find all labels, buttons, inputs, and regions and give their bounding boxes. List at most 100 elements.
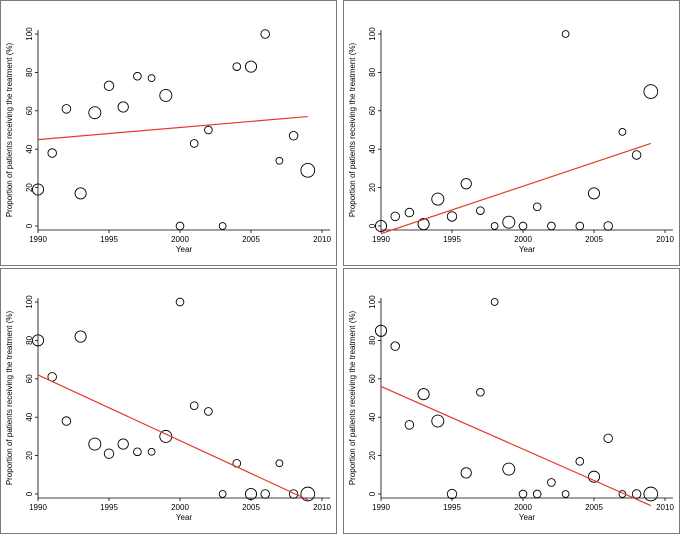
data-point — [390, 341, 400, 351]
y-tick-label: 80 — [25, 335, 34, 344]
data-point — [603, 221, 613, 231]
data-point — [502, 462, 516, 476]
panel-frame — [0, 268, 337, 534]
y-tick-label: 20 — [25, 183, 34, 192]
data-point — [404, 207, 415, 218]
data-point — [147, 447, 156, 456]
y-tick-label: 20 — [25, 451, 34, 460]
data-point — [561, 30, 570, 38]
x-tick-label: 2000 — [171, 235, 189, 244]
data-point — [300, 486, 316, 502]
data-point — [244, 60, 258, 73]
data-point — [587, 187, 601, 200]
data-point — [47, 148, 57, 158]
data-point — [490, 222, 499, 230]
data-point — [431, 192, 445, 206]
data-point — [133, 71, 142, 81]
y-tick-label: 100 — [368, 27, 377, 41]
y-axis-title: Proportion of patients receiving the tre… — [5, 311, 14, 486]
data-point — [61, 416, 72, 426]
data-point — [631, 150, 642, 160]
y-tick-label: 80 — [368, 335, 377, 344]
panel-d: D. 02040608010019901995200020052010YearP… — [343, 268, 680, 534]
data-point — [390, 211, 400, 222]
regression-line — [37, 115, 308, 141]
data-point — [575, 221, 585, 231]
data-point — [133, 447, 142, 457]
x-tick-label: 1995 — [100, 235, 118, 244]
y-tick-label: 80 — [368, 67, 377, 76]
x-tick-label: 2005 — [242, 503, 260, 512]
data-point — [117, 438, 129, 450]
x-axis-title: Year — [176, 245, 193, 254]
data-point — [575, 457, 585, 466]
scatter-plot-b: 0 20 40 60 80 100 1990 1995 2000 2005 2010 Year Prop… — [343, 0, 680, 266]
panel-frame — [343, 268, 680, 534]
panel-frame — [0, 0, 337, 266]
data-point — [587, 470, 601, 483]
data-point — [88, 106, 102, 120]
data-point — [275, 156, 284, 165]
y-tick-label: 60 — [368, 106, 377, 115]
regression-line — [380, 385, 652, 507]
data-point — [204, 407, 213, 416]
y-tick-label: 60 — [25, 106, 34, 115]
data-point — [300, 162, 316, 178]
panel-b: B. 02040608010019901995200020052010YearP… — [343, 0, 680, 266]
y-tick-label: 0 — [368, 223, 377, 228]
data-point — [374, 324, 388, 337]
panel-c: C. 02040608010019901995200020052010YearP… — [0, 268, 337, 534]
data-point — [446, 488, 458, 500]
y-tick-label: 40 — [25, 144, 34, 153]
data-point — [244, 487, 258, 501]
y-tick-label: 60 — [25, 374, 34, 383]
data-point — [189, 139, 199, 148]
x-tick-label: 1995 — [443, 503, 461, 512]
data-point — [204, 125, 213, 135]
y-tick-label: 80 — [25, 67, 34, 76]
data-point — [159, 88, 173, 102]
y-tick-label: 0 — [25, 491, 34, 496]
data-point — [502, 215, 516, 229]
x-tick-label: 2010 — [313, 235, 331, 244]
x-tick-label: 2010 — [313, 503, 331, 512]
x-tick-label: 2005 — [585, 235, 603, 244]
data-point — [260, 29, 270, 39]
y-tick-label: 40 — [368, 412, 377, 421]
panel-a: A. 02040608010019901995200020052010YearP… — [0, 0, 337, 266]
data-point — [431, 414, 445, 428]
y-tick-label: 60 — [368, 374, 377, 383]
data-point — [147, 74, 156, 83]
x-tick-label: 1995 — [100, 503, 118, 512]
data-point — [643, 486, 659, 502]
data-point — [618, 128, 627, 136]
data-point — [547, 478, 556, 487]
scatter-plot-d: 0 20 40 60 80 100 1990 1995 2000 2005 2010 Year Prop… — [343, 268, 680, 534]
data-point — [288, 131, 299, 141]
y-axis-title: Proportion of patients receiving the tre… — [5, 43, 14, 218]
x-axis-title: Year — [176, 513, 193, 522]
scatter-plot-c: 0 20 40 60 80 100 1990 1995 2000 2005 2010 Year Prop… — [0, 268, 337, 534]
data-point — [232, 62, 242, 71]
data-point — [74, 330, 87, 343]
x-tick-label: 1990 — [29, 235, 47, 244]
y-tick-label: 20 — [368, 451, 377, 460]
data-point — [643, 84, 659, 99]
y-tick-label: 100 — [368, 295, 377, 309]
data-point — [288, 489, 299, 499]
y-tick-label: 40 — [25, 412, 34, 421]
scatter-plot-a: 0 20 40 60 80 100 1990 1995 2000 2005 2010 Year Prop… — [0, 0, 337, 266]
y-tick-label: 0 — [368, 491, 377, 496]
data-point — [561, 490, 570, 498]
data-point — [189, 401, 199, 410]
data-point — [260, 489, 270, 499]
y-axis-title: Proportion of patients receiving the tre… — [348, 43, 357, 218]
data-point — [446, 211, 458, 222]
x-tick-label: 1990 — [29, 503, 47, 512]
data-point — [532, 489, 542, 499]
data-point — [103, 80, 115, 92]
data-point — [61, 104, 72, 114]
regression-line — [37, 374, 309, 501]
data-point — [374, 219, 388, 233]
